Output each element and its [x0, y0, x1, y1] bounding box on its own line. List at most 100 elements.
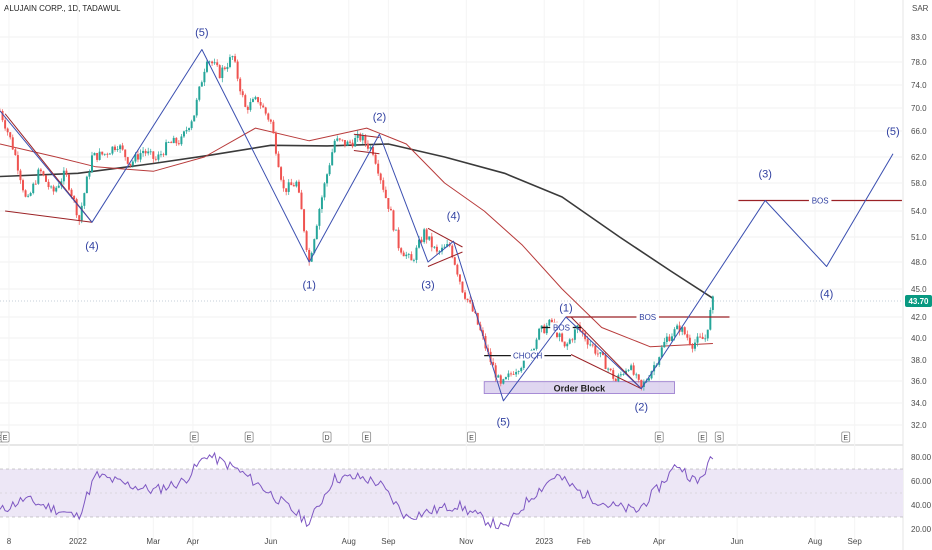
event-marker-letter: S	[717, 435, 722, 442]
candle-body	[52, 186, 55, 192]
candle-body	[134, 154, 137, 162]
candle-body	[198, 86, 201, 100]
candle-body	[461, 281, 464, 293]
y-tick-label: 51.0	[911, 233, 927, 242]
event-marker	[244, 431, 254, 443]
candle-body	[113, 146, 116, 150]
candle-body	[177, 143, 180, 145]
wave-label: (5)	[886, 126, 899, 138]
y-tick-label: 38.0	[911, 356, 927, 365]
candle-body	[16, 155, 19, 171]
candle-body	[614, 378, 617, 382]
candle-body	[678, 325, 681, 332]
candle-body	[668, 336, 671, 342]
candle-body	[85, 176, 88, 194]
candle-body	[343, 140, 346, 146]
candle-body	[136, 154, 139, 160]
candle-body	[558, 333, 561, 338]
candle-body	[456, 264, 459, 275]
wave-label: (3)	[759, 168, 772, 180]
level-label-bg	[808, 195, 832, 206]
candle-body	[78, 215, 81, 221]
candle-body	[257, 97, 260, 103]
candle-body	[425, 229, 428, 240]
level-label: BOS	[812, 197, 829, 206]
candle-body	[254, 97, 257, 100]
candle-body	[90, 155, 93, 173]
candle-body	[213, 62, 216, 64]
level-label: BOS	[553, 324, 570, 333]
candle-body	[44, 175, 47, 182]
candle-body	[19, 170, 22, 181]
candle-body	[619, 374, 622, 376]
candle-body	[223, 67, 226, 70]
candle-body	[274, 133, 277, 154]
candle-body	[195, 99, 198, 116]
candle-body	[172, 137, 175, 144]
candle-body	[272, 121, 275, 134]
candle-body	[627, 369, 630, 371]
candle-body	[67, 174, 70, 190]
candle-body	[609, 368, 612, 371]
candle-body	[93, 153, 96, 156]
candle-body	[285, 188, 288, 192]
candle-body	[162, 154, 165, 156]
candle-body	[637, 374, 640, 380]
candle-body	[354, 137, 357, 147]
candle-body	[443, 246, 446, 248]
candle-body	[359, 133, 362, 141]
candle-body	[341, 139, 344, 141]
candle-body	[101, 151, 104, 155]
candle-body	[510, 373, 513, 375]
candle-body	[121, 145, 124, 150]
candle-body	[103, 153, 106, 155]
candle-body	[596, 353, 599, 355]
candle-body	[647, 378, 650, 381]
currency-label: SAR	[912, 4, 929, 13]
event-marker-letter: E	[192, 435, 197, 442]
candle-body	[326, 174, 329, 184]
wedge-bottom-line	[5, 210, 93, 223]
candle-body	[264, 107, 267, 114]
candle-body	[39, 169, 42, 172]
y-tick-label: 32.0	[911, 421, 927, 430]
rsi-tick-label: 20.00	[911, 525, 932, 534]
candle-body	[9, 132, 12, 138]
candle-body	[50, 186, 53, 188]
candle-body	[589, 344, 592, 346]
candle-body	[466, 298, 469, 301]
candle-body	[356, 133, 359, 138]
candle-body	[349, 141, 352, 143]
wave-label: (4)	[820, 289, 833, 301]
time-axis: 8 2022 Mar Apr Jun Aug Sep Nov 2023 Feb Apr Jun Aug S…	[7, 537, 863, 546]
candle-body	[405, 254, 408, 257]
candle-body	[205, 61, 208, 72]
candle-body	[640, 379, 643, 388]
event-marker-letter: E	[3, 435, 8, 442]
candle-body	[699, 336, 702, 338]
wedge-bottom-line	[570, 354, 642, 390]
candle-body	[108, 153, 111, 155]
candle-body	[1, 110, 4, 121]
candle-body	[673, 329, 676, 337]
candle-body	[11, 137, 14, 150]
candle-body	[185, 130, 188, 132]
candle-body	[494, 365, 497, 378]
candle-body	[384, 189, 387, 199]
candle-body	[152, 151, 155, 159]
event-marker-letter: E	[657, 435, 662, 442]
event-marker	[362, 431, 372, 443]
candle-body	[517, 371, 520, 372]
candle-body	[451, 245, 454, 258]
candle-body	[83, 193, 86, 206]
candle-body	[165, 142, 168, 156]
candle-body	[218, 65, 221, 79]
candle-body	[333, 140, 336, 153]
candle-body	[607, 368, 610, 370]
x-tick-label: Jun	[264, 537, 277, 546]
y-tick-label: 42.0	[911, 313, 927, 322]
candle-body	[696, 336, 699, 343]
candle-body	[369, 146, 372, 149]
x-tick-label: Nov	[459, 537, 473, 546]
candle-body	[366, 143, 369, 149]
